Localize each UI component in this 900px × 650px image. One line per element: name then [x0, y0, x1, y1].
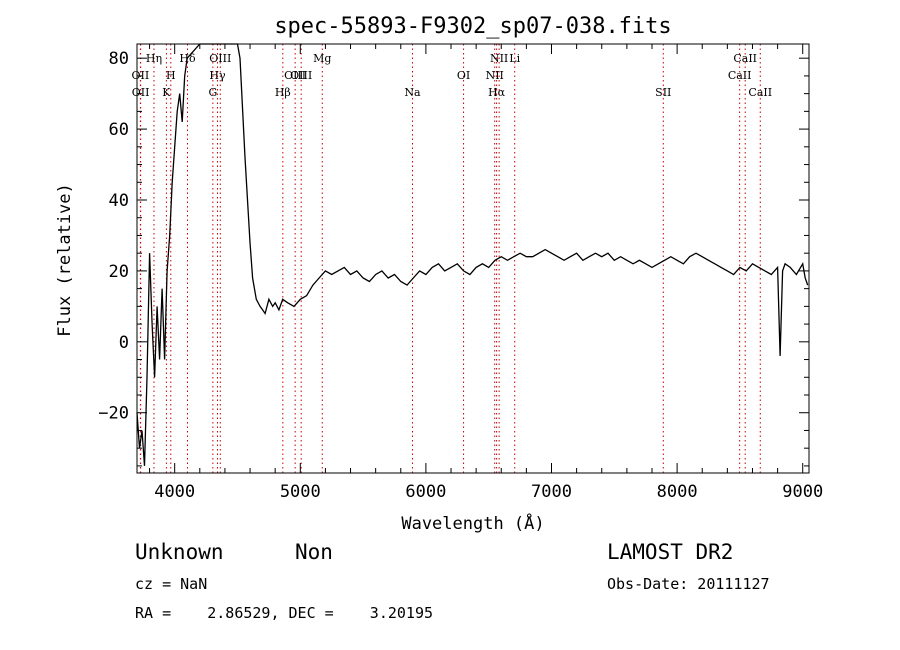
line-marker-label: Hβ: [275, 86, 291, 99]
line-marker-label: OIII: [290, 69, 312, 82]
y-tick-label: −20: [98, 404, 129, 424]
line-marker-label: G: [208, 86, 217, 99]
line-marker-label: SII: [655, 86, 671, 99]
class-label: Unknown: [135, 540, 224, 564]
y-tick-label: 20: [109, 262, 129, 282]
line-marker-label: CaII: [733, 52, 757, 65]
cz-value: cz = NaN: [135, 575, 208, 593]
line-marker-label: Hα: [488, 86, 506, 99]
line-marker-label: OII: [132, 86, 150, 99]
x-tick-label: 5000: [280, 482, 321, 502]
plot-frame: [136, 43, 810, 474]
spectrum-line: [136, 43, 809, 466]
y-tick-label: 80: [109, 49, 129, 69]
x-axis: 4000 5000 6000 7000 8000 9000: [149, 44, 823, 502]
survey-label: LAMOST DR2: [607, 540, 734, 564]
x-tick-label: 8000: [657, 482, 698, 502]
line-marker-label: OI: [457, 69, 470, 82]
x-tick-label: 6000: [405, 482, 446, 502]
chart-title: spec-55893-F9302_sp07-038.fits: [274, 14, 671, 39]
y-axis-label: Flux (relative): [55, 183, 75, 337]
line-marker-label: CaII: [728, 69, 752, 82]
y-tick-label: 0: [119, 333, 129, 353]
x-tick-label: 4000: [154, 482, 195, 502]
line-marker-label: NII: [490, 52, 508, 65]
y-axis: −20 0 20 40 60 80: [98, 49, 809, 467]
x-axis-label: Wavelength (Å): [401, 512, 544, 534]
line-marker-label: OIII: [284, 69, 306, 82]
y-tick-label: 40: [109, 191, 129, 211]
subclass-label: Non: [295, 540, 333, 564]
line-marker-label: Hη: [146, 52, 162, 65]
obs-date: Obs-Date: 20111127: [607, 575, 770, 593]
line-marker-label: Hγ: [209, 69, 226, 82]
x-tick-label: 9000: [782, 482, 823, 502]
line-marker-label: K: [162, 86, 171, 99]
line-marker-label: Li: [509, 52, 520, 65]
line-marker-label: OIII: [209, 52, 231, 65]
line-marker-label: NII: [486, 69, 504, 82]
ra-dec: RA = 2.86529, DEC = 3.20195: [135, 604, 434, 622]
line-marker-label: Mg: [313, 52, 331, 65]
line-marker-label: Na: [404, 86, 421, 99]
line-marker-label: CaII: [748, 86, 772, 99]
x-tick-label: 7000: [531, 482, 572, 502]
line-marker-label: H: [166, 69, 176, 82]
y-tick-label: 60: [109, 120, 129, 140]
